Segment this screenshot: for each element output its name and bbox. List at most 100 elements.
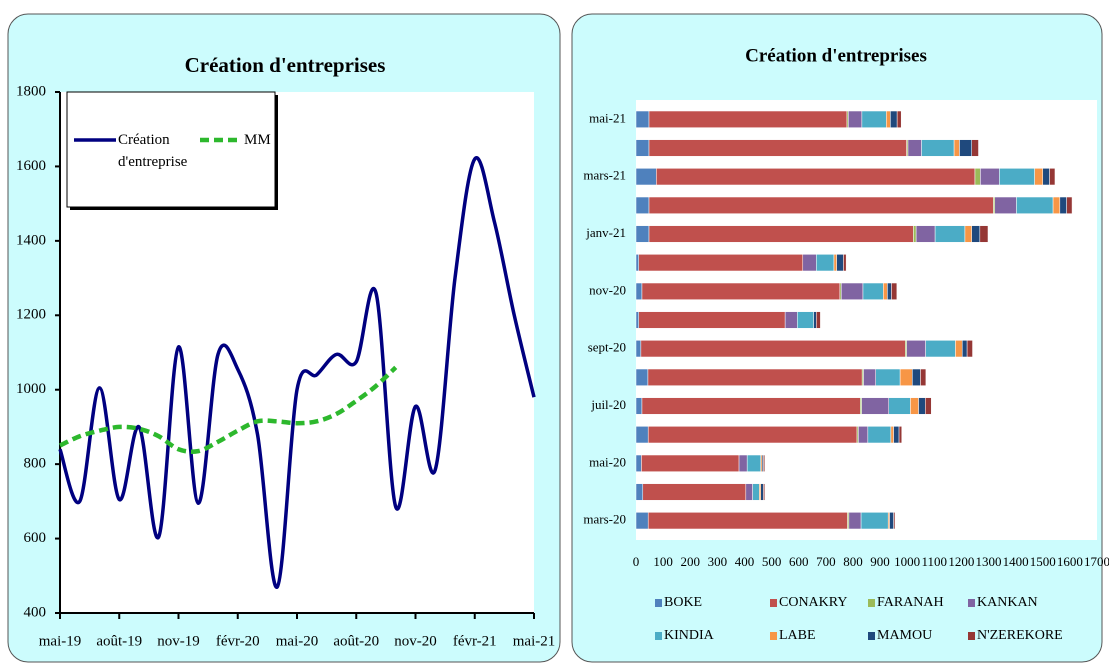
legend-swatch: [74, 138, 116, 142]
x-tick-label: 1600: [1057, 554, 1083, 569]
bar-segment: [862, 282, 884, 300]
x-tick-label: 100: [653, 554, 673, 569]
bar-segment: [638, 254, 804, 272]
bar-segment: [813, 311, 817, 329]
bar-segment: [966, 340, 973, 358]
bar-segment: [641, 454, 740, 472]
series-line: [58, 156, 536, 589]
bar-segment: [635, 225, 650, 243]
bar-segment: [848, 512, 862, 530]
y-tick-label: 1600: [16, 158, 46, 174]
bar-segment: [893, 512, 896, 530]
bar-segment: [886, 110, 891, 128]
legend-label: N'ZEREKORE: [977, 628, 1063, 643]
bar-segment: [925, 397, 932, 415]
bar-segment: [959, 139, 972, 157]
bar-segment: [913, 225, 917, 243]
x-tick-label: nov-19: [157, 633, 200, 649]
chart-title: Création d'entreprises: [745, 45, 927, 66]
legend-swatch: [770, 632, 777, 640]
bar-segment: [898, 426, 903, 444]
bar-segment: [763, 483, 766, 501]
bar-segment: [648, 110, 848, 128]
bar-segment: [888, 397, 911, 415]
bar-segment: [648, 225, 914, 243]
bar-segment: [635, 454, 642, 472]
x-tick-label: 600: [789, 554, 809, 569]
x-tick-label: 500: [762, 554, 782, 569]
x-tick-label: 900: [870, 554, 890, 569]
bar-segment: [656, 168, 976, 186]
legend-label: LABE: [779, 628, 816, 643]
bar-segment: [934, 225, 966, 243]
y-tick-label: 1400: [16, 232, 46, 248]
bar-segment: [638, 311, 786, 329]
bar-segment: [875, 368, 901, 386]
legend-swatch: [770, 599, 777, 607]
bar-segment: [1052, 196, 1061, 214]
bar-segment: [760, 483, 764, 501]
bar-segment: [907, 139, 922, 157]
x-tick-label: août-19: [96, 633, 142, 649]
y-tick-label: mars-20: [583, 512, 626, 527]
bar-segment: [635, 196, 650, 214]
bar-segment: [635, 311, 639, 329]
legend-label: KINDIA: [664, 628, 715, 643]
bar-segment: [1049, 168, 1056, 186]
bar-segment: [925, 340, 956, 358]
y-tick-label: 600: [24, 530, 47, 546]
x-tick-label: 1200: [948, 554, 974, 569]
bar-segment: [979, 225, 989, 243]
legend-box: [66, 91, 276, 208]
legend-label: MM: [244, 132, 271, 148]
y-tick-label: nov-20: [589, 282, 626, 297]
bar-segment: [635, 512, 649, 530]
bar-segment: [784, 311, 798, 329]
bar-segment: [647, 426, 858, 444]
bar-segment: [863, 368, 876, 386]
x-tick-label: août-20: [333, 633, 379, 649]
bar-segment: [738, 454, 748, 472]
bar-segment: [912, 368, 921, 386]
bar-segment: [635, 368, 649, 386]
x-tick-label: 700: [816, 554, 836, 569]
bar-segment: [1042, 168, 1050, 186]
bar-segment: [974, 168, 981, 186]
bar-segment: [647, 368, 863, 386]
y-tick-label: 400: [24, 604, 47, 620]
legend-label: BOKE: [664, 595, 702, 610]
y-tick-label: sept-20: [588, 340, 626, 355]
bar-segment: [752, 483, 760, 501]
x-tick-label: 300: [708, 554, 728, 569]
x-tick-label: 200: [680, 554, 700, 569]
bar-segment: [1034, 168, 1044, 186]
bar-segment: [921, 139, 955, 157]
y-tick-label: juil-20: [590, 397, 626, 412]
y-tick-label: 800: [24, 456, 47, 472]
bar-segment: [860, 512, 889, 530]
bar-segment: [1016, 196, 1054, 214]
x-tick-label: 1700: [1084, 554, 1109, 569]
bar-segment: [971, 225, 981, 243]
bar-segment: [763, 454, 766, 472]
bar-segment: [883, 282, 888, 300]
legend: Création d'entreprise MM: [72, 129, 324, 173]
legend-swatch: [200, 137, 242, 143]
bar-segment: [999, 168, 1035, 186]
y-tick-label: mai-21: [589, 110, 626, 125]
bar-segment: [971, 139, 979, 157]
bar-segment: [802, 254, 817, 272]
bar-segment: [953, 139, 960, 157]
bar-segment: [1059, 196, 1067, 214]
bar-segment: [867, 426, 892, 444]
bar-segment: [746, 454, 761, 472]
bar-segment: [964, 225, 972, 243]
y-tick-label: 1200: [16, 307, 46, 323]
bar-segment: [635, 282, 643, 300]
bar-segment: [635, 168, 657, 186]
bar-segment: [920, 368, 927, 386]
bar-segment: [994, 196, 1017, 214]
bar-segment: [887, 282, 892, 300]
bar-segment: [896, 110, 902, 128]
